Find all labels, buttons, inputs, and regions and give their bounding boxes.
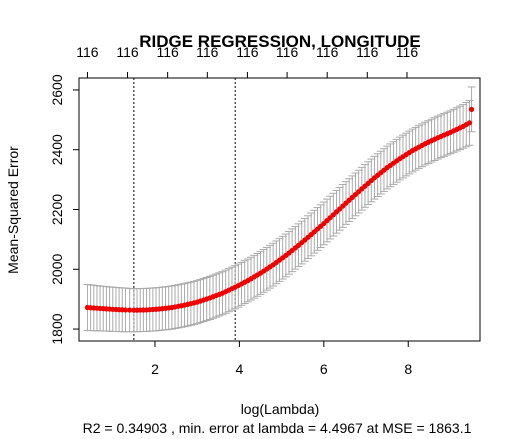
top-tick-label: 116 (356, 44, 379, 60)
x-tick-label: 4 (236, 361, 244, 377)
y-tick-label: 2000 (49, 253, 65, 284)
x-tick-label: 8 (404, 361, 412, 377)
data-point (466, 120, 473, 126)
y-tick-label: 2200 (49, 194, 65, 225)
x-axis-label: log(Lambda) (241, 401, 320, 417)
y-axis-label: Mean-Squared Error (5, 146, 21, 274)
top-tick-label: 116 (196, 44, 219, 60)
top-tick-label: 116 (156, 44, 179, 60)
top-axis: 116 116 116 116 116 116 116 116 116 (76, 44, 418, 78)
data-point (122, 307, 129, 313)
y-tick-label: 2400 (49, 134, 65, 165)
top-tick-label: 116 (76, 44, 99, 60)
y-tick-label: 2600 (49, 74, 65, 105)
x-tick-label: 2 (151, 361, 159, 377)
chart-caption: R2 = 0.34903 , min. error at lambda = 4.… (83, 420, 472, 436)
y-axis: 1800 2000 2200 2400 2600 (49, 74, 79, 345)
x-axis: 2 4 6 8 (151, 341, 412, 377)
top-tick-label: 116 (116, 44, 139, 60)
data-points (84, 106, 475, 313)
chart-title: RIDGE REGRESSION, LONGITUDE (139, 32, 420, 51)
top-tick-label: 116 (316, 44, 339, 60)
x-tick-label: 6 (320, 361, 328, 377)
top-tick-label: 116 (396, 44, 419, 60)
data-point (468, 106, 475, 112)
data-point (127, 307, 133, 313)
top-tick-label: 116 (236, 44, 259, 60)
y-tick-label: 1800 (49, 313, 65, 344)
top-tick-label: 116 (276, 44, 299, 60)
